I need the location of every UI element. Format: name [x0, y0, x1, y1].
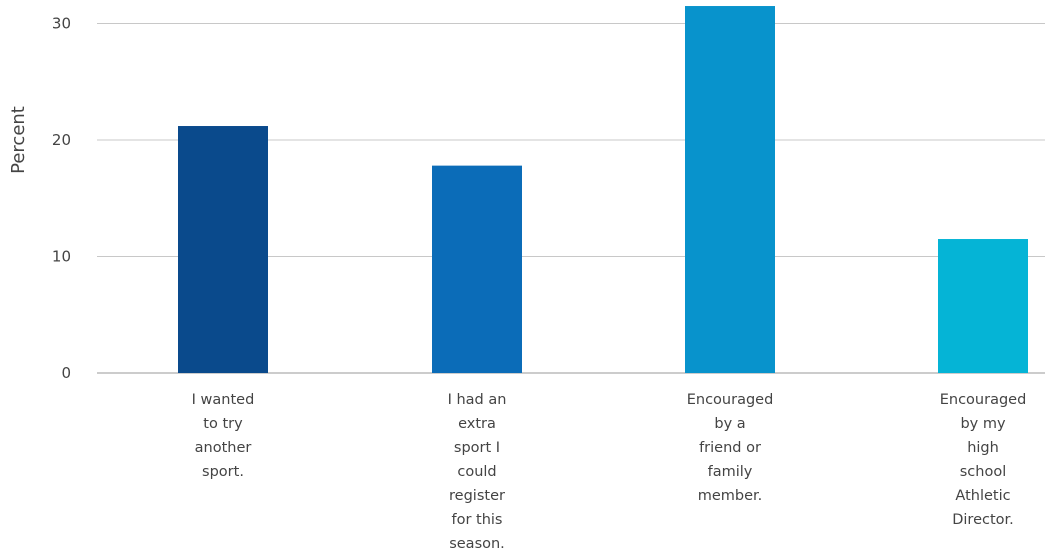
x-category-label-line: register — [449, 488, 505, 504]
y-tick-label: 30 — [52, 15, 71, 33]
y-axis-ticks: 0 10 20 30 — [52, 15, 71, 383]
x-category-label-line: Encouraged — [940, 392, 1027, 408]
x-category-label-line: season. — [449, 536, 505, 550]
x-category-label: I had an extra sport I could register for thi… — [448, 392, 507, 550]
x-category-label: Encouraged by a friend or family member. — [687, 392, 774, 504]
bar — [685, 6, 775, 374]
bar — [432, 165, 522, 373]
bar — [178, 126, 268, 374]
x-category-label-line: for this — [451, 512, 502, 528]
x-category-label-line: by a — [714, 416, 745, 432]
bars — [178, 6, 1028, 374]
x-category-label-line: high — [967, 440, 999, 456]
x-category-label-line: could — [457, 464, 496, 480]
y-axis-title: Percent — [8, 106, 29, 174]
x-category-label-line: I had an — [448, 392, 507, 408]
y-tick-label: 10 — [52, 248, 71, 266]
bar — [938, 239, 1028, 373]
x-category-label-line: I wanted — [192, 392, 255, 408]
y-tick-label: 20 — [52, 131, 71, 149]
x-category-label-line: Director. — [952, 512, 1014, 528]
x-category-label-line: sport. — [202, 464, 244, 480]
x-category-label-line: friend or — [699, 440, 761, 456]
y-tick-label: 0 — [61, 364, 71, 382]
x-category-label: Encouraged by my high school Athletic Directo… — [940, 392, 1027, 528]
x-category-label: I wanted to try another sport. — [192, 392, 255, 480]
x-category-label-line: by my — [960, 416, 1006, 432]
x-category-label-line: extra — [458, 416, 496, 432]
x-category-label-line: member. — [698, 488, 763, 504]
x-axis-category-labels: I wanted to try another sport. I had an extra… — [192, 392, 1027, 550]
x-category-label-line: school — [960, 464, 1007, 480]
x-category-label-line: sport I — [454, 440, 500, 456]
x-category-label-line: Athletic — [955, 488, 1010, 504]
x-category-label-line: to try — [203, 416, 243, 432]
x-category-label-line: Encouraged — [687, 392, 774, 408]
x-category-label-line: family — [708, 464, 753, 480]
x-category-label-line: another — [195, 440, 252, 456]
